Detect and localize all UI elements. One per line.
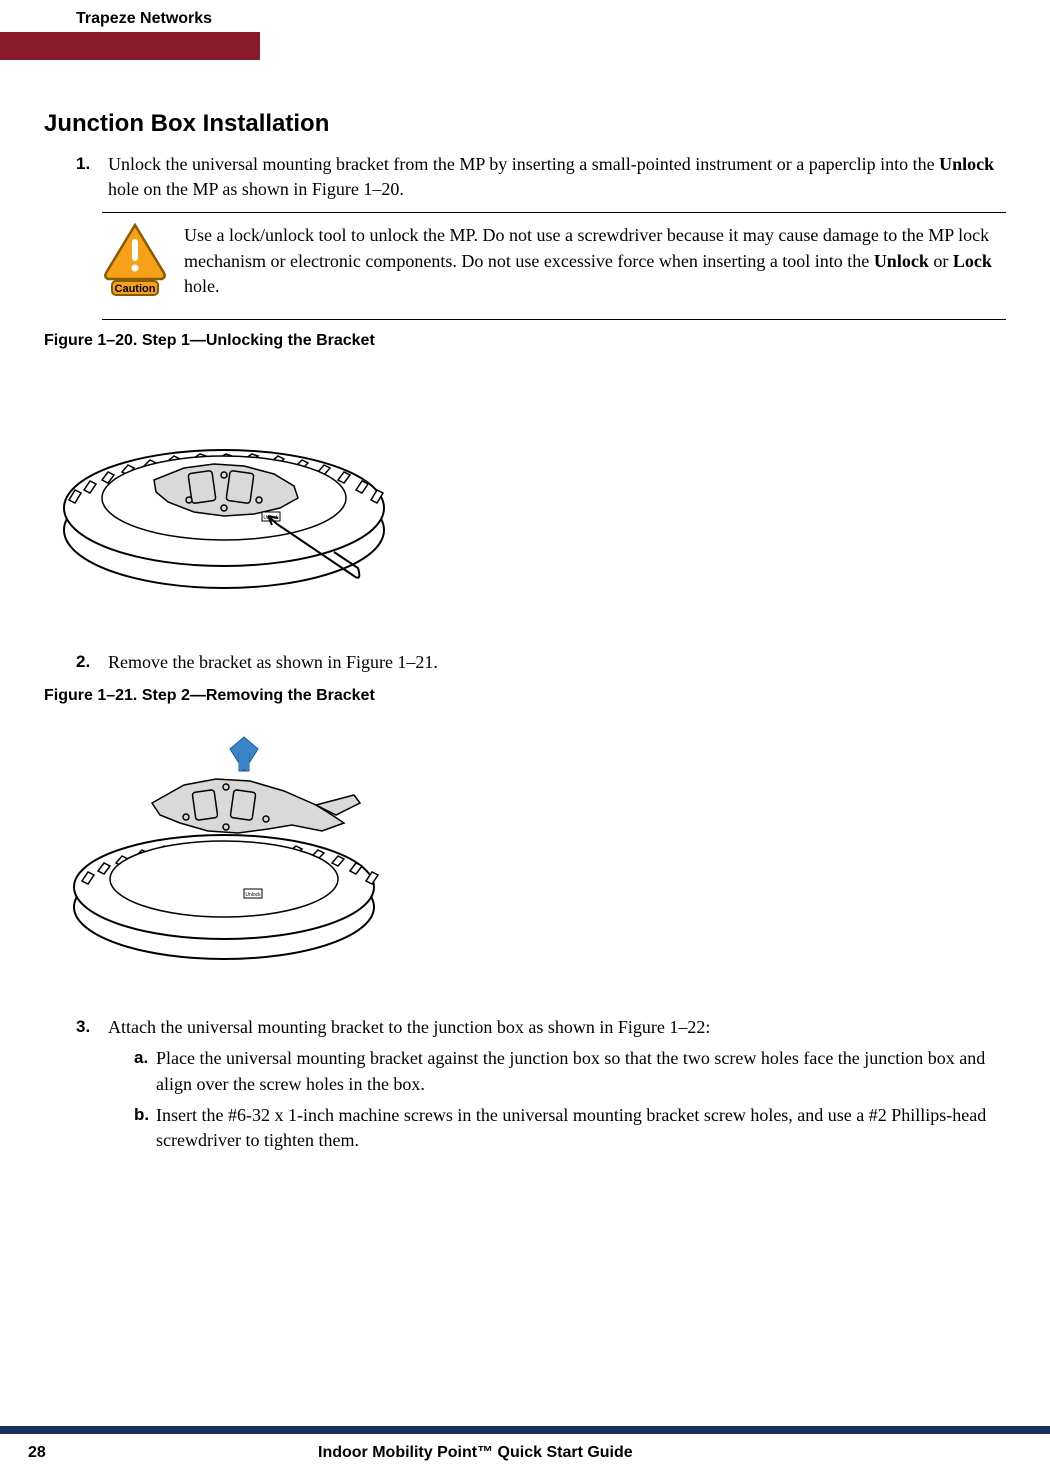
caution-block: Caution Use a lock/unlock tool to unlock… xyxy=(102,212,1006,320)
step-list-3: 3. Attach the universal mounting bracket… xyxy=(76,1015,1006,1159)
caution-post: hole. xyxy=(184,276,220,296)
step-number: 2. xyxy=(76,650,102,675)
header-accent-bar xyxy=(0,32,260,60)
caution-label: Caution xyxy=(115,283,156,295)
footer-accent-bar xyxy=(0,1426,1050,1434)
step-3: 3. Attach the universal mounting bracket… xyxy=(76,1015,1006,1159)
sub-letter: a. xyxy=(134,1046,156,1096)
figure-1-21-image: Unlock xyxy=(44,735,1006,975)
caution-pre: Use a lock/unlock tool to unlock the MP.… xyxy=(184,225,989,270)
caution-mid: or xyxy=(929,251,953,271)
page-number: 28 xyxy=(28,1444,318,1462)
figure-1-21-caption: Figure 1–21. Step 2—Removing the Bracket xyxy=(44,687,1006,705)
step-list-2: 2. Remove the bracket as shown in Figure… xyxy=(76,650,1006,675)
step-2: 2. Remove the bracket as shown in Figure… xyxy=(76,650,1006,675)
svg-text:Unlock: Unlock xyxy=(245,892,261,898)
footer-title: Indoor Mobility Point™ Quick Start Guide xyxy=(318,1444,633,1462)
step-3a: a. Place the universal mounting bracket … xyxy=(134,1046,1006,1096)
caution-text: Use a lock/unlock tool to unlock the MP.… xyxy=(184,223,1006,299)
step-text: Attach the universal mounting bracket to… xyxy=(108,1015,1006,1159)
caution-b1: Unlock xyxy=(874,251,929,271)
sub-text: Insert the #6-32 x 1-inch machine screws… xyxy=(156,1103,1006,1153)
footer-row: 28 Indoor Mobility Point™ Quick Start Gu… xyxy=(0,1434,1050,1476)
page: Trapeze Networks Junction Box Installati… xyxy=(0,10,1050,1476)
step-1-bold: Unlock xyxy=(939,154,994,174)
step-list: 1. Unlock the universal mounting bracket… xyxy=(76,152,1006,202)
caution-b2: Lock xyxy=(953,251,992,271)
content-area: Junction Box Installation 1. Unlock the … xyxy=(0,60,1006,1159)
section-title: Junction Box Installation xyxy=(44,110,1006,138)
step-number: 3. xyxy=(76,1015,102,1159)
figure-1-20-image: Unlock xyxy=(44,380,1006,610)
step-1-pre: Unlock the universal mounting bracket fr… xyxy=(108,154,939,174)
caution-icon: Caution xyxy=(102,223,168,297)
step-number: 1. xyxy=(76,152,102,202)
step-text: Remove the bracket as shown in Figure 1–… xyxy=(108,650,1006,675)
step-1-post: hole on the MP as shown in Figure 1–20. xyxy=(108,179,404,199)
up-arrow-icon xyxy=(230,737,258,771)
brand-name: Trapeze Networks xyxy=(76,10,1050,28)
sub-text: Place the universal mounting bracket aga… xyxy=(156,1046,1006,1096)
step-3-text: Attach the universal mounting bracket to… xyxy=(108,1017,710,1037)
step-1: 1. Unlock the universal mounting bracket… xyxy=(76,152,1006,202)
step-text: Unlock the universal mounting bracket fr… xyxy=(108,152,1006,202)
step-3b: b. Insert the #6-32 x 1-inch machine scr… xyxy=(134,1103,1006,1153)
page-footer: 28 Indoor Mobility Point™ Quick Start Gu… xyxy=(0,1426,1050,1476)
sub-list: a. Place the universal mounting bracket … xyxy=(134,1046,1006,1153)
sub-letter: b. xyxy=(134,1103,156,1153)
figure-1-20-caption: Figure 1–20. Step 1—Unlocking the Bracke… xyxy=(44,332,1006,350)
